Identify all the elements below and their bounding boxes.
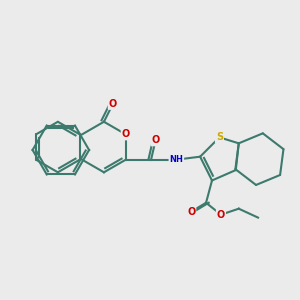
Text: S: S (216, 132, 223, 142)
Text: O: O (152, 135, 160, 145)
Text: NH: NH (169, 155, 183, 164)
Text: O: O (217, 210, 225, 220)
Text: O: O (122, 129, 130, 140)
Text: O: O (109, 99, 117, 109)
Text: O: O (187, 207, 195, 217)
